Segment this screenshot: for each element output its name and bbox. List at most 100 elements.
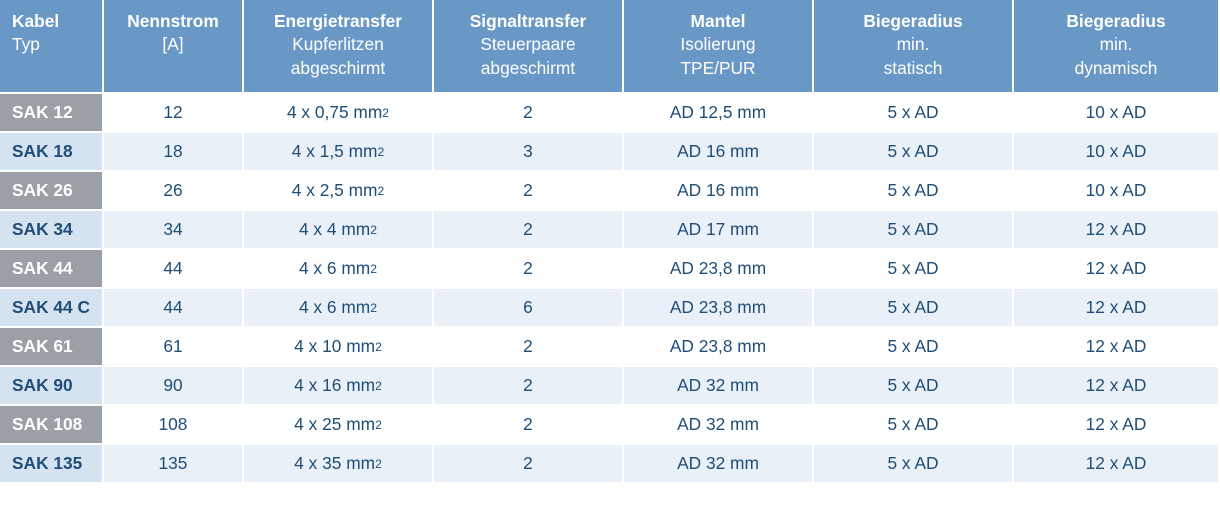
cell-value: AD 12,5 mm (670, 102, 766, 123)
cell-nennstrom: 44 (104, 250, 244, 289)
cell-biegeradius-dynamisch: 12 x AD (1014, 328, 1220, 367)
cell-value: 61 (163, 336, 182, 357)
cell-signaltransfer: 2 (434, 406, 624, 445)
cell-value: 6 (523, 297, 533, 318)
column-header: Nennstrom[A] (104, 0, 244, 94)
cell-value: 10 x AD (1086, 102, 1147, 123)
cell-value: 5 x AD (887, 336, 938, 357)
row-label: SAK 90 (0, 367, 104, 406)
cell-value: 12 x AD (1086, 258, 1147, 279)
column-header: EnergietransferKupferlitzenabgeschirmt (244, 0, 434, 94)
column-header-line3: TPE/PUR (630, 57, 806, 80)
cell-value: 12 x AD (1086, 414, 1147, 435)
cell-value: AD 17 mm (677, 219, 759, 240)
cell-signaltransfer: 2 (434, 250, 624, 289)
column-header: Biegeradiusmin.dynamisch (1014, 0, 1220, 94)
cell-energietransfer: 4 x 16 mm2 (244, 367, 434, 406)
cell-signaltransfer: 2 (434, 367, 624, 406)
row-label: SAK 135 (0, 445, 104, 484)
column-header-line2: Steuerpaare (440, 33, 616, 56)
cell-mantel: AD 32 mm (624, 406, 814, 445)
cell-biegeradius-statisch: 5 x AD (814, 172, 1014, 211)
column-header-line2: Isolierung (630, 33, 806, 56)
cell-biegeradius-statisch: 5 x AD (814, 94, 1014, 133)
cell-mantel: AD 23,8 mm (624, 250, 814, 289)
cell-signaltransfer: 2 (434, 445, 624, 484)
cell-mantel: AD 16 mm (624, 133, 814, 172)
cell-biegeradius-dynamisch: 10 x AD (1014, 172, 1220, 211)
cell-value: 5 x AD (887, 219, 938, 240)
column-header-line1: Energietransfer (250, 10, 426, 33)
cell-value: 4 x 1,5 mm (292, 141, 378, 162)
cell-value: 12 x AD (1086, 219, 1147, 240)
cell-value: 2 (523, 180, 533, 201)
cell-energietransfer: 4 x 0,75 mm2 (244, 94, 434, 133)
cell-value: AD 32 mm (677, 414, 759, 435)
cell-value: 4 x 0,75 mm (287, 102, 382, 123)
cell-mantel: AD 23,8 mm (624, 328, 814, 367)
column-header-line1: Biegeradius (1020, 10, 1212, 33)
cell-value: 2 (523, 453, 533, 474)
cell-value: 4 x 25 mm (294, 414, 375, 435)
cell-value: 5 x AD (887, 375, 938, 396)
cell-value: 10 x AD (1086, 141, 1147, 162)
cell-value: 2 (523, 258, 533, 279)
cell-value: 5 x AD (887, 141, 938, 162)
cell-nennstrom: 135 (104, 445, 244, 484)
row-label: SAK 26 (0, 172, 104, 211)
cell-nennstrom: 34 (104, 211, 244, 250)
row-label: SAK 12 (0, 94, 104, 133)
cell-value: AD 16 mm (677, 141, 759, 162)
cell-value: 90 (163, 375, 182, 396)
cell-energietransfer: 4 x 25 mm2 (244, 406, 434, 445)
cell-value: 4 x 6 mm (299, 258, 370, 279)
cell-value: 12 (163, 102, 182, 123)
column-header-line2: Kupferlitzen (250, 33, 426, 56)
cell-energietransfer: 4 x 35 mm2 (244, 445, 434, 484)
cell-value: 2 (523, 102, 533, 123)
cell-value: 5 x AD (887, 297, 938, 318)
cell-nennstrom: 44 (104, 289, 244, 328)
cell-value: 12 x AD (1086, 336, 1147, 357)
cell-nennstrom: 108 (104, 406, 244, 445)
cell-biegeradius-dynamisch: 12 x AD (1014, 289, 1220, 328)
cell-value: 5 x AD (887, 453, 938, 474)
column-header-line2: Typ (12, 33, 96, 56)
cell-value: 18 (163, 141, 182, 162)
cell-signaltransfer: 2 (434, 94, 624, 133)
cell-nennstrom: 61 (104, 328, 244, 367)
cell-value: 5 x AD (887, 258, 938, 279)
cell-signaltransfer: 2 (434, 211, 624, 250)
cell-value: 4 x 10 mm (294, 336, 375, 357)
cell-value: 2 (523, 414, 533, 435)
cell-mantel: AD 32 mm (624, 445, 814, 484)
column-header-line3: abgeschirmt (250, 57, 426, 80)
row-label: SAK 34 (0, 211, 104, 250)
cell-value: 4 x 35 mm (294, 453, 375, 474)
cell-value: 135 (159, 453, 188, 474)
cell-biegeradius-dynamisch: 12 x AD (1014, 250, 1220, 289)
cell-biegeradius-dynamisch: 12 x AD (1014, 211, 1220, 250)
column-header-line1: Signaltransfer (440, 10, 616, 33)
row-label: SAK 108 (0, 406, 104, 445)
cell-nennstrom: 18 (104, 133, 244, 172)
column-header-line1: Kabel (12, 10, 96, 33)
cell-value: 10 x AD (1086, 180, 1147, 201)
cell-mantel: AD 23,8 mm (624, 289, 814, 328)
column-header-line3: abgeschirmt (440, 57, 616, 80)
cell-signaltransfer: 2 (434, 328, 624, 367)
cell-value: AD 23,8 mm (670, 336, 766, 357)
cell-value: 2 (523, 375, 533, 396)
cell-value: AD 23,8 mm (670, 297, 766, 318)
cell-biegeradius-statisch: 5 x AD (814, 367, 1014, 406)
cell-energietransfer: 4 x 6 mm2 (244, 289, 434, 328)
cell-value: 4 x 6 mm (299, 297, 370, 318)
cell-biegeradius-dynamisch: 12 x AD (1014, 367, 1220, 406)
column-header-line3: statisch (820, 57, 1006, 80)
cell-mantel: AD 17 mm (624, 211, 814, 250)
cell-value: 5 x AD (887, 180, 938, 201)
cell-value: AD 32 mm (677, 375, 759, 396)
cell-biegeradius-dynamisch: 12 x AD (1014, 445, 1220, 484)
cell-value: 26 (163, 180, 182, 201)
column-header: MantelIsolierungTPE/PUR (624, 0, 814, 94)
